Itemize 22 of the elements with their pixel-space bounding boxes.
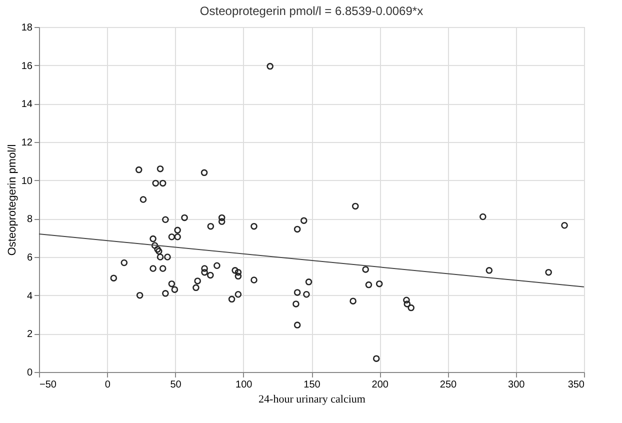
x-tick-label: −50 xyxy=(40,380,57,390)
x-tick-label: 250 xyxy=(440,380,458,390)
x-tick-label: 300 xyxy=(508,380,526,390)
y-tick-label: 10 xyxy=(21,176,33,187)
x-axis-title: 24-hour urinary calcium xyxy=(258,394,366,406)
y-tick-label: 0 xyxy=(26,368,33,378)
y-tick-label: 14 xyxy=(21,99,33,110)
y-tick-label: 2 xyxy=(26,329,33,340)
x-tick-label: 100 xyxy=(236,380,253,390)
y-tick-label: 16 xyxy=(21,60,33,72)
x-tick-label: 0 xyxy=(104,380,111,390)
y-tick-label: 8 xyxy=(26,214,33,226)
y-axis-title: Osteoprotegerin pmol/l xyxy=(6,144,18,256)
y-tick-label: 6 xyxy=(26,252,33,264)
chart-title: Osteoprotegerin pmol/l = 6.8539-0.0069*x xyxy=(200,4,424,18)
x-tick-label: 200 xyxy=(372,380,389,390)
y-tick-label: 12 xyxy=(21,138,33,148)
x-tick-label: 150 xyxy=(304,380,321,390)
x-tick-label: 350 xyxy=(568,380,585,390)
y-tick-label: 4 xyxy=(26,290,33,302)
x-tick-label: 50 xyxy=(170,380,182,390)
y-tick-label: 18 xyxy=(21,22,33,34)
